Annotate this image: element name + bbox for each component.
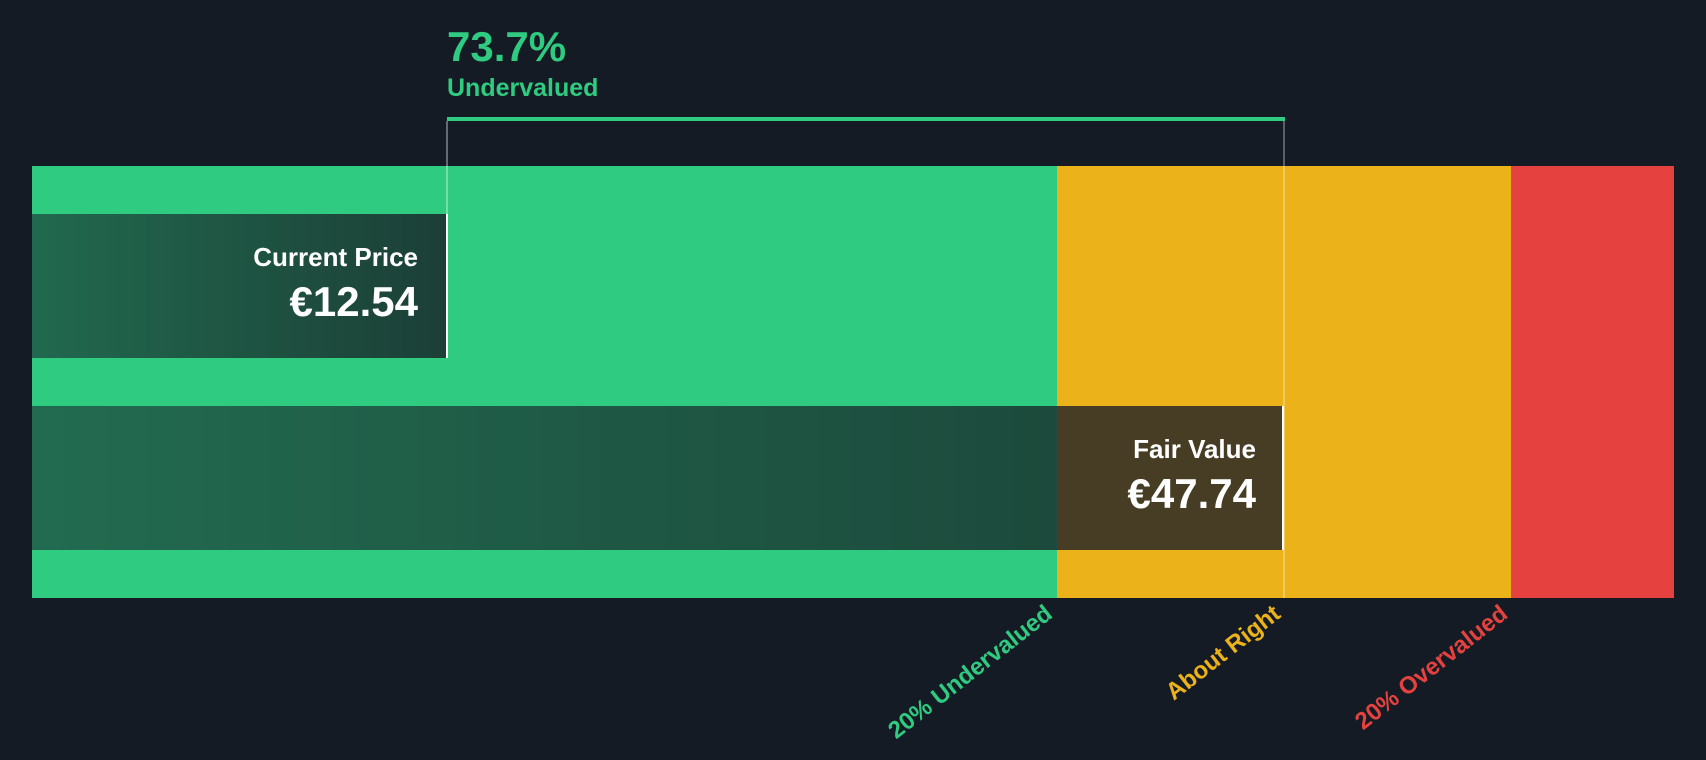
fair-value-bar: Fair Value €47.74: [1057, 406, 1284, 550]
fair-value-bar-undervalued-segment: [32, 406, 1057, 550]
zone-label-undervalued: 20% Undervalued: [883, 599, 1058, 745]
current-price-value: €12.54: [289, 278, 418, 325]
current-price-title: Current Price: [253, 242, 418, 272]
discount-percent: 73.7%: [447, 23, 567, 70]
zone-overvalued: [1511, 166, 1674, 598]
discount-label: Undervalued: [447, 74, 599, 102]
zone-label-about-right: About Right: [1160, 599, 1286, 706]
discount-bracket-line: [447, 117, 1285, 121]
current-price-bar: Current Price €12.54: [32, 214, 448, 358]
fair-value-label-group: Fair Value €47.74: [1128, 434, 1256, 518]
bracket-right-tick: [1283, 121, 1285, 598]
fair-value-title: Fair Value: [1133, 434, 1256, 464]
bracket-left-tick: [446, 121, 448, 214]
zone-label-overvalued: 20% Overvalued: [1349, 599, 1513, 736]
fair-value-value: €47.74: [1127, 470, 1256, 517]
current-price-label-group: Current Price €12.54: [253, 242, 418, 326]
